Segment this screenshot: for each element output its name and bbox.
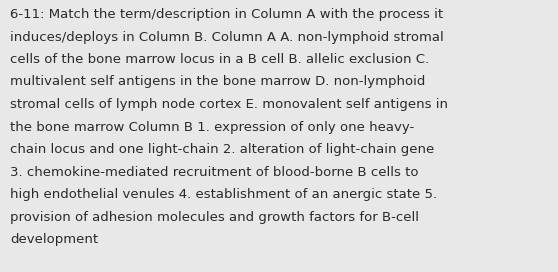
Text: 6-11: Match the term/description in Column A with the process it: 6-11: Match the term/description in Colu…: [10, 8, 443, 21]
Text: induces/deploys in Column B. Column A A. non-lymphoid stromal: induces/deploys in Column B. Column A A.…: [10, 30, 444, 44]
Text: the bone marrow Column B 1. expression of only one heavy-: the bone marrow Column B 1. expression o…: [10, 120, 414, 134]
Text: chain locus and one light-chain 2. alteration of light-chain gene: chain locus and one light-chain 2. alter…: [10, 143, 434, 156]
Text: stromal cells of lymph node cortex E. monovalent self antigens in: stromal cells of lymph node cortex E. mo…: [10, 98, 448, 111]
Text: high endothelial venules 4. establishment of an anergic state 5.: high endothelial venules 4. establishmen…: [10, 188, 437, 201]
Text: multivalent self antigens in the bone marrow D. non-lymphoid: multivalent self antigens in the bone ma…: [10, 76, 425, 88]
Text: cells of the bone marrow locus in a B cell B. allelic exclusion C.: cells of the bone marrow locus in a B ce…: [10, 53, 429, 66]
Text: 3. chemokine-mediated recruitment of blood-borne B cells to: 3. chemokine-mediated recruitment of blo…: [10, 165, 418, 178]
Text: provision of adhesion molecules and growth factors for B-cell: provision of adhesion molecules and grow…: [10, 211, 419, 224]
Text: development: development: [10, 233, 98, 246]
